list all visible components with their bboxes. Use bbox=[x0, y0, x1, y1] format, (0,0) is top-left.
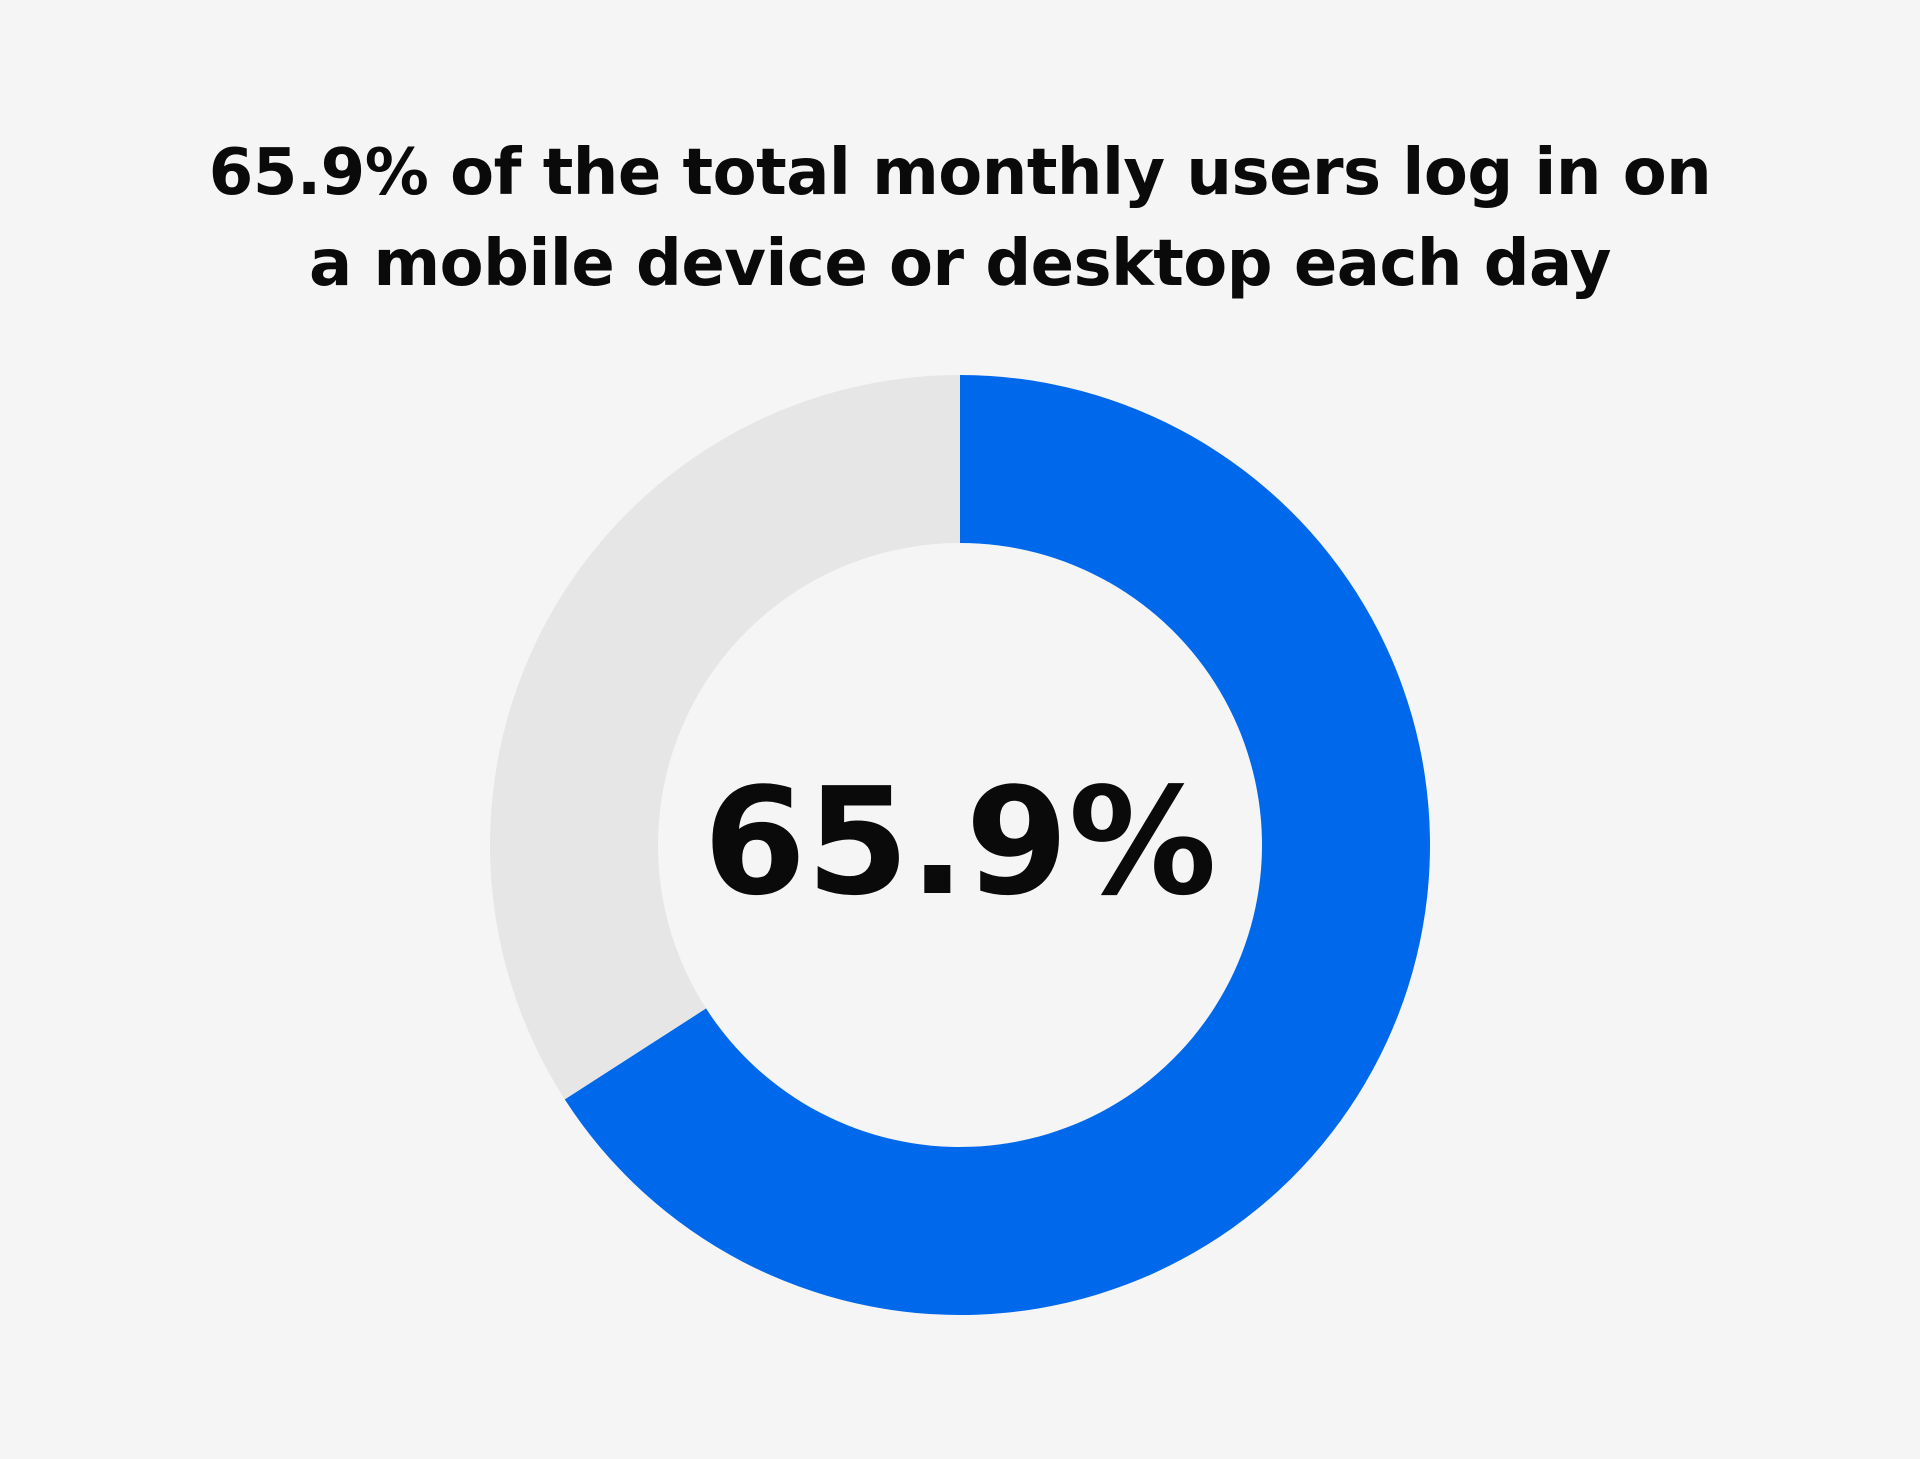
chart-title: 65.9% of the total monthly users log in … bbox=[0, 128, 1920, 310]
donut-slice-remainder bbox=[490, 375, 960, 1100]
donut-slices bbox=[490, 375, 1430, 1316]
center-percentage-label: 65.9% bbox=[703, 756, 1216, 928]
chart-title-line-1: 65.9% of the total monthly users log in … bbox=[208, 136, 1712, 210]
chart-title-line-2: a mobile device or desktop each day bbox=[309, 227, 1611, 301]
donut-slice-highlight bbox=[564, 375, 1430, 1316]
